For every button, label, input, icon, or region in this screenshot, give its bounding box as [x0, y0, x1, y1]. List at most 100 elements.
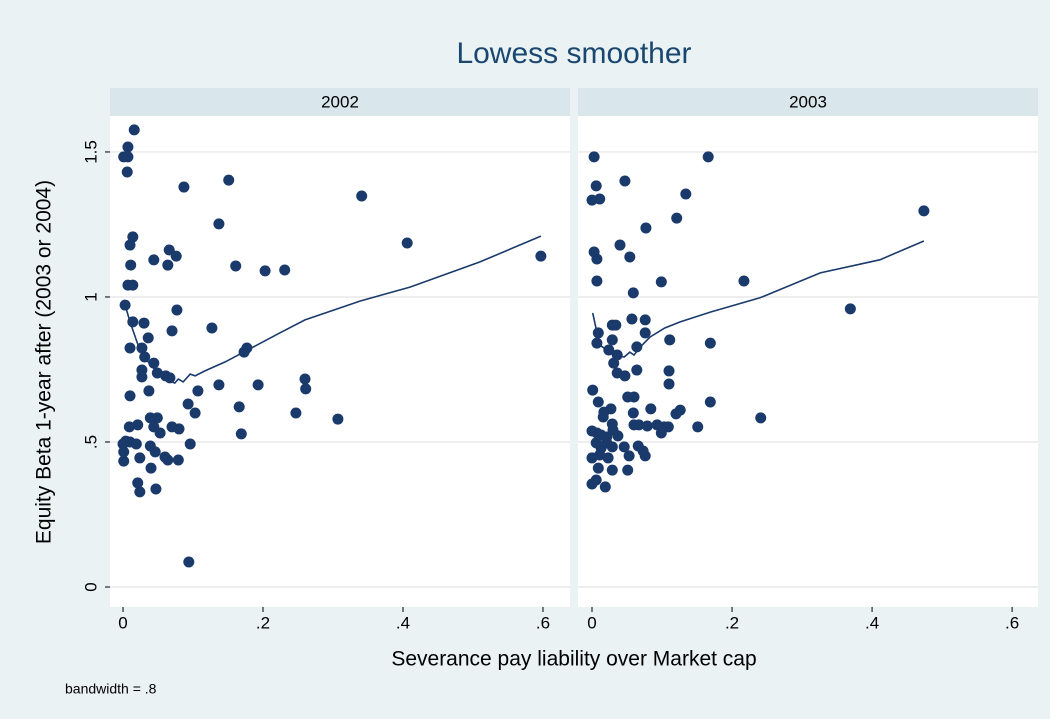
point — [639, 450, 651, 462]
point — [192, 385, 204, 397]
panel-title: 2003 — [789, 92, 827, 111]
point — [170, 250, 182, 262]
point — [605, 403, 617, 415]
point — [136, 342, 148, 354]
point — [586, 478, 598, 490]
point — [183, 556, 195, 568]
point — [641, 420, 653, 432]
x-tick-label: .2 — [256, 613, 270, 632]
point — [755, 412, 767, 424]
point — [178, 181, 190, 193]
point — [692, 421, 704, 433]
point — [627, 287, 639, 299]
point — [125, 259, 137, 271]
point — [614, 239, 626, 251]
point — [124, 342, 136, 354]
point — [631, 364, 643, 376]
point — [602, 452, 614, 464]
point — [597, 411, 609, 423]
point — [332, 413, 344, 425]
point — [704, 337, 716, 349]
y-axis-title: Equity Beta 1-year after (2003 or 2004) — [33, 180, 56, 544]
point — [623, 450, 635, 462]
point — [592, 462, 604, 474]
point — [230, 260, 242, 272]
point — [627, 407, 639, 419]
point — [619, 175, 631, 187]
point — [587, 384, 599, 396]
point — [150, 483, 162, 495]
point — [591, 337, 603, 349]
point — [127, 316, 139, 328]
point — [401, 237, 413, 249]
chart-title: Lowess smoother — [456, 37, 691, 70]
x-tick-label: .2 — [725, 613, 739, 632]
point — [664, 334, 676, 346]
point — [290, 407, 302, 419]
point — [606, 464, 618, 476]
y-tick-label: 0 — [81, 582, 100, 591]
point — [143, 385, 155, 397]
point — [918, 205, 930, 217]
point — [594, 193, 606, 205]
point — [124, 390, 136, 402]
y-tick-label: .5 — [81, 435, 100, 449]
point — [622, 464, 634, 476]
point — [591, 253, 603, 265]
point — [599, 481, 611, 493]
point — [123, 421, 135, 433]
point — [162, 259, 174, 271]
point — [631, 341, 643, 353]
point — [671, 212, 683, 224]
point — [136, 371, 148, 383]
point — [189, 407, 201, 419]
x-tick-label: .4 — [396, 613, 410, 632]
point — [680, 188, 692, 200]
x-tick-label: .6 — [536, 613, 550, 632]
x-tick-label: .6 — [1005, 613, 1019, 632]
point — [639, 327, 651, 339]
panel-strip — [578, 88, 1038, 116]
point — [162, 454, 174, 466]
point — [154, 427, 166, 439]
plot-area — [578, 116, 1038, 607]
point — [118, 455, 130, 467]
point — [704, 396, 716, 408]
point — [145, 462, 157, 474]
panel-strip — [110, 88, 570, 116]
point — [702, 151, 714, 163]
lowess-line — [591, 240, 925, 358]
point — [591, 275, 603, 287]
point — [122, 141, 134, 153]
point — [235, 428, 247, 440]
point — [619, 370, 631, 382]
panel-title: 2002 — [321, 92, 359, 111]
point — [149, 446, 161, 458]
plot-area — [110, 116, 570, 607]
point — [134, 486, 146, 498]
point — [184, 438, 196, 450]
point — [655, 276, 667, 288]
point — [844, 303, 856, 315]
x-axis-title: Severance pay liability over Market cap — [391, 648, 756, 671]
point — [213, 379, 225, 391]
point — [132, 419, 144, 431]
point — [299, 373, 311, 385]
point — [639, 314, 651, 326]
point — [670, 408, 682, 420]
lowess-line — [122, 235, 542, 385]
point — [233, 401, 245, 413]
point — [132, 477, 144, 489]
point — [590, 180, 602, 192]
point — [618, 441, 630, 453]
point — [151, 412, 163, 424]
point — [148, 254, 160, 266]
point — [279, 264, 291, 276]
point — [626, 313, 638, 325]
point — [658, 421, 670, 433]
point — [592, 327, 604, 339]
point — [738, 275, 750, 287]
point — [594, 449, 606, 461]
note: bandwidth = .8 — [65, 681, 157, 697]
point — [173, 423, 185, 435]
